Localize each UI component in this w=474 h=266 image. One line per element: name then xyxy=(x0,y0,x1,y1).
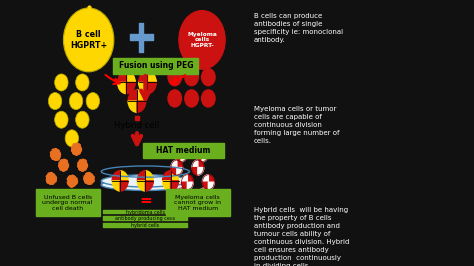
Circle shape xyxy=(76,74,89,91)
Circle shape xyxy=(55,74,68,91)
Wedge shape xyxy=(175,188,181,196)
Wedge shape xyxy=(181,188,187,196)
Text: Unfused B cells
undergo normal
cell death: Unfused B cells undergo normal cell deat… xyxy=(43,195,93,211)
Wedge shape xyxy=(196,147,202,154)
Wedge shape xyxy=(171,181,179,191)
Wedge shape xyxy=(202,147,208,154)
FancyBboxPatch shape xyxy=(143,143,224,158)
Wedge shape xyxy=(146,171,153,181)
Wedge shape xyxy=(118,71,127,82)
Text: =: = xyxy=(139,193,152,208)
Wedge shape xyxy=(112,181,120,191)
Wedge shape xyxy=(171,168,177,175)
Wedge shape xyxy=(127,71,135,82)
Wedge shape xyxy=(112,171,120,181)
Wedge shape xyxy=(175,154,181,162)
Wedge shape xyxy=(198,188,204,196)
Circle shape xyxy=(86,93,100,110)
Wedge shape xyxy=(120,181,128,191)
Circle shape xyxy=(76,111,89,128)
Wedge shape xyxy=(209,175,214,182)
Wedge shape xyxy=(187,175,193,182)
Text: Hybrid cell: Hybrid cell xyxy=(114,120,160,130)
Circle shape xyxy=(55,111,68,128)
FancyBboxPatch shape xyxy=(113,58,199,74)
Wedge shape xyxy=(181,196,187,203)
Wedge shape xyxy=(202,182,209,190)
Text: B cells can produce
antibodies of single
specificity ie: monoclonal
antibody.: B cells can produce antibodies of single… xyxy=(254,13,343,43)
FancyBboxPatch shape xyxy=(36,189,100,216)
Wedge shape xyxy=(138,82,147,94)
Wedge shape xyxy=(177,168,183,175)
Wedge shape xyxy=(175,147,181,154)
Text: Fusion using PEG: Fusion using PEG xyxy=(118,61,193,70)
Wedge shape xyxy=(187,182,193,190)
Wedge shape xyxy=(171,160,177,168)
Wedge shape xyxy=(147,82,156,94)
Circle shape xyxy=(168,90,182,107)
Circle shape xyxy=(201,90,215,107)
Circle shape xyxy=(69,93,83,110)
Circle shape xyxy=(48,93,62,110)
Wedge shape xyxy=(127,82,135,94)
Wedge shape xyxy=(198,160,204,168)
Circle shape xyxy=(185,69,198,86)
Text: hybridoma cells: hybridoma cells xyxy=(126,210,165,215)
Wedge shape xyxy=(128,90,137,101)
Circle shape xyxy=(64,8,114,72)
Wedge shape xyxy=(204,188,210,196)
Wedge shape xyxy=(137,90,146,101)
Wedge shape xyxy=(177,160,183,168)
Text: Myeloma cells or tumor
cells are capable of
continuous division
forming large nu: Myeloma cells or tumor cells are capable… xyxy=(254,106,339,144)
Text: hybrid cells: hybrid cells xyxy=(131,223,159,228)
Wedge shape xyxy=(202,154,208,162)
Wedge shape xyxy=(181,154,187,162)
Text: Hybrid cells  will be having
the property of B cells
antibody production and
tum: Hybrid cells will be having the property… xyxy=(254,207,349,266)
Wedge shape xyxy=(137,171,146,181)
Wedge shape xyxy=(137,101,146,112)
Wedge shape xyxy=(147,71,156,82)
Circle shape xyxy=(185,90,198,107)
Wedge shape xyxy=(128,101,137,112)
Ellipse shape xyxy=(101,175,190,187)
Wedge shape xyxy=(192,168,198,175)
Circle shape xyxy=(179,11,225,69)
Wedge shape xyxy=(198,196,204,203)
Wedge shape xyxy=(181,147,187,154)
Text: HAT medium: HAT medium xyxy=(156,146,210,155)
Wedge shape xyxy=(175,196,181,203)
Ellipse shape xyxy=(101,179,190,190)
Text: antibody producing cells: antibody producing cells xyxy=(115,217,175,221)
Circle shape xyxy=(168,69,182,86)
Wedge shape xyxy=(163,181,171,191)
Wedge shape xyxy=(118,82,127,94)
Wedge shape xyxy=(182,175,187,182)
Wedge shape xyxy=(204,196,210,203)
Wedge shape xyxy=(138,71,147,82)
Circle shape xyxy=(65,130,79,147)
Wedge shape xyxy=(182,182,187,190)
Text: Myeloma cells
cannot grow in
HAT medium: Myeloma cells cannot grow in HAT medium xyxy=(174,195,221,211)
FancyBboxPatch shape xyxy=(166,189,230,216)
Wedge shape xyxy=(163,171,171,181)
Wedge shape xyxy=(209,182,214,190)
Wedge shape xyxy=(120,171,128,181)
Text: B cell
HGPRT+: B cell HGPRT+ xyxy=(70,30,107,49)
Wedge shape xyxy=(146,181,153,191)
Wedge shape xyxy=(137,181,146,191)
Text: Myeloma
cells
HGPRT-: Myeloma cells HGPRT- xyxy=(187,32,217,48)
Circle shape xyxy=(201,69,215,86)
Wedge shape xyxy=(192,160,198,168)
Wedge shape xyxy=(171,171,179,181)
Wedge shape xyxy=(196,154,202,162)
Wedge shape xyxy=(198,168,204,175)
Wedge shape xyxy=(202,175,209,182)
